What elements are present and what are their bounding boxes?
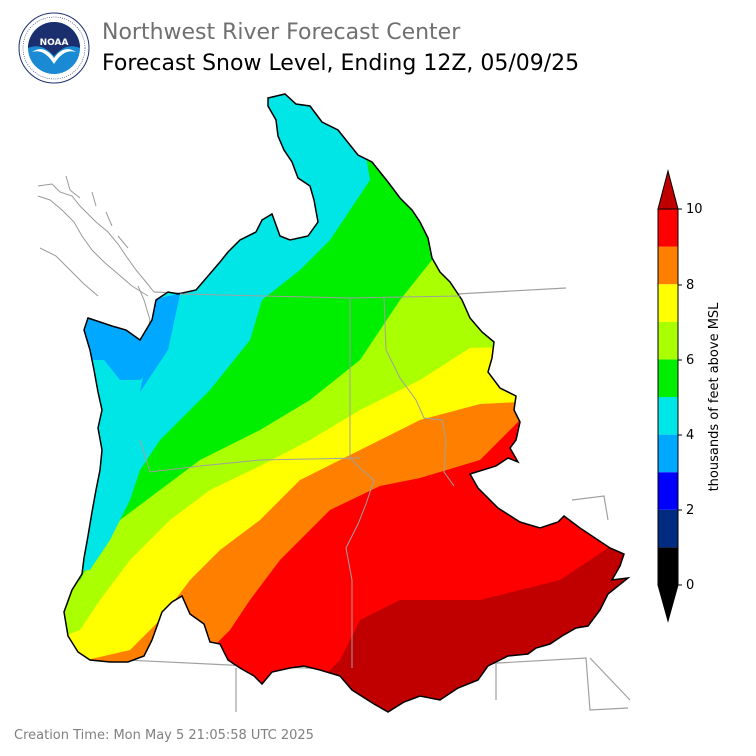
logo-text: NOAA [40,38,69,48]
colorbar-tick-0: 0 [686,578,694,593]
colorbar-over-triangle [657,169,679,210]
colorbar-label: thousands of feet above MSL [707,302,722,492]
basin-outline [63,93,631,713]
colorbar-bin-0 [658,547,678,585]
colorbar-bin-8 [658,246,678,285]
bird-icon [32,49,76,64]
colorbar-tick-8: 8 [686,278,694,293]
colorbar-bin-9 [658,209,678,247]
agency-title: Northwest River Forecast Center [102,20,461,45]
logo-top-fill [28,22,80,56]
colorbar-tick-2: 2 [686,503,694,518]
product-title: Forecast Snow Level, Ending 12Z, 05/09/2… [102,51,580,76]
colorbar-bin-6 [658,321,678,360]
colorbar-bin-2 [658,472,678,510]
colorbar-under-triangle [657,584,679,623]
internal-boundaries [139,293,461,668]
colorbar-tick-6: 6 [686,353,694,368]
colorbar-ticks [678,208,682,586]
colorbar: 0 2 4 6 8 10 thousands of feet above MSL [657,169,722,623]
colorbar-bin-7 [658,284,678,322]
colorbar-bin-1 [658,509,678,548]
colorbar-tick-4: 4 [686,428,694,443]
colorbar-bin-5 [658,359,678,397]
creation-time: Creation Time: Mon May 5 21:05:58 UTC 20… [14,728,314,743]
coastline-lines [37,175,155,381]
colorbar-bins [658,209,678,585]
noaa-logo: NOAA [18,12,90,84]
colorbar-frame [657,208,679,586]
colorbar-tick-10: 10 [686,202,703,217]
colorbar-bin-3 [658,434,678,473]
colorbar-bin-4 [658,397,678,435]
